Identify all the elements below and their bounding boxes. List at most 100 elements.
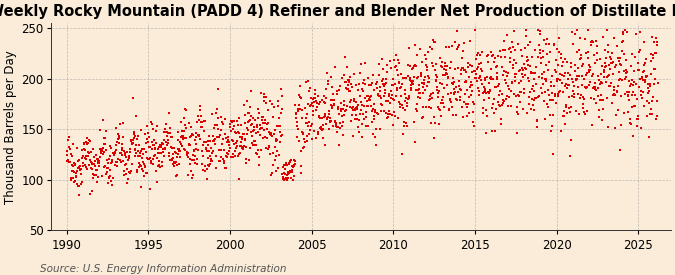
Point bbox=[102, 166, 113, 171]
Point bbox=[626, 105, 637, 109]
Point bbox=[518, 87, 529, 92]
Point bbox=[591, 88, 602, 92]
Point bbox=[436, 60, 447, 65]
Point bbox=[237, 135, 248, 139]
Point bbox=[265, 130, 275, 135]
Point bbox=[221, 136, 232, 140]
Point bbox=[482, 60, 493, 64]
Point bbox=[637, 74, 648, 79]
Point bbox=[177, 144, 188, 148]
Point bbox=[462, 102, 473, 106]
Point bbox=[616, 123, 626, 127]
Point bbox=[271, 169, 281, 174]
Point bbox=[607, 100, 618, 105]
Point bbox=[389, 114, 400, 119]
Point bbox=[507, 79, 518, 84]
Point bbox=[219, 131, 230, 136]
Point bbox=[464, 111, 475, 116]
Point bbox=[577, 74, 588, 78]
Point bbox=[575, 35, 586, 40]
Point bbox=[342, 65, 352, 69]
Point bbox=[399, 76, 410, 81]
Point bbox=[433, 89, 444, 94]
Point bbox=[159, 138, 169, 142]
Point bbox=[442, 64, 453, 68]
Point bbox=[651, 114, 662, 118]
Point bbox=[153, 151, 163, 156]
Point bbox=[524, 64, 535, 68]
Point bbox=[443, 44, 454, 49]
Point bbox=[211, 166, 221, 170]
Point bbox=[124, 171, 135, 175]
Point bbox=[302, 112, 313, 116]
Point bbox=[462, 105, 473, 109]
Point bbox=[318, 94, 329, 98]
Point bbox=[413, 75, 424, 80]
Point bbox=[315, 126, 326, 131]
Point bbox=[393, 61, 404, 65]
Point bbox=[176, 134, 187, 138]
Point bbox=[526, 97, 537, 101]
Point bbox=[517, 75, 528, 79]
Point bbox=[249, 128, 260, 132]
Point bbox=[565, 73, 576, 77]
Point bbox=[529, 71, 540, 75]
Point bbox=[326, 75, 337, 79]
Point bbox=[94, 159, 105, 163]
Point bbox=[294, 93, 304, 97]
Point bbox=[321, 87, 332, 92]
Point bbox=[489, 56, 500, 60]
Point bbox=[449, 91, 460, 95]
Point bbox=[447, 113, 458, 117]
Point bbox=[182, 151, 193, 155]
Point bbox=[356, 135, 367, 140]
Point bbox=[417, 60, 428, 65]
Point bbox=[173, 138, 184, 142]
Point bbox=[316, 126, 327, 131]
Point bbox=[221, 150, 232, 155]
Point bbox=[617, 32, 628, 36]
Point bbox=[293, 139, 304, 143]
Point bbox=[105, 174, 115, 178]
Point bbox=[633, 50, 644, 54]
Point bbox=[270, 158, 281, 162]
Point bbox=[117, 153, 128, 157]
Point bbox=[593, 78, 604, 82]
Point bbox=[603, 73, 614, 77]
Point bbox=[114, 122, 125, 127]
Point bbox=[402, 63, 413, 67]
Point bbox=[275, 130, 286, 134]
Point bbox=[277, 133, 288, 137]
Point bbox=[427, 47, 437, 51]
Point bbox=[431, 78, 441, 82]
Point bbox=[230, 148, 241, 153]
Point bbox=[406, 87, 416, 92]
Point bbox=[352, 105, 362, 109]
Point bbox=[408, 82, 418, 86]
Point bbox=[171, 173, 182, 177]
Point bbox=[422, 50, 433, 54]
Point bbox=[166, 158, 177, 163]
Point bbox=[535, 48, 545, 52]
Point bbox=[174, 149, 185, 154]
Point bbox=[169, 164, 180, 169]
Point bbox=[177, 134, 188, 139]
Point bbox=[639, 80, 650, 84]
Point bbox=[442, 75, 453, 79]
Point bbox=[386, 93, 397, 98]
Point bbox=[152, 147, 163, 151]
Point bbox=[624, 117, 635, 121]
Point bbox=[157, 149, 168, 154]
Point bbox=[612, 90, 623, 95]
Point bbox=[507, 80, 518, 85]
Point bbox=[215, 155, 226, 160]
Point bbox=[111, 160, 122, 164]
Point bbox=[551, 77, 562, 81]
Point bbox=[404, 46, 414, 51]
Point bbox=[353, 117, 364, 122]
Point bbox=[248, 139, 259, 143]
Point bbox=[604, 63, 615, 67]
Point bbox=[466, 93, 477, 98]
Point bbox=[558, 109, 569, 113]
Point bbox=[207, 139, 218, 143]
